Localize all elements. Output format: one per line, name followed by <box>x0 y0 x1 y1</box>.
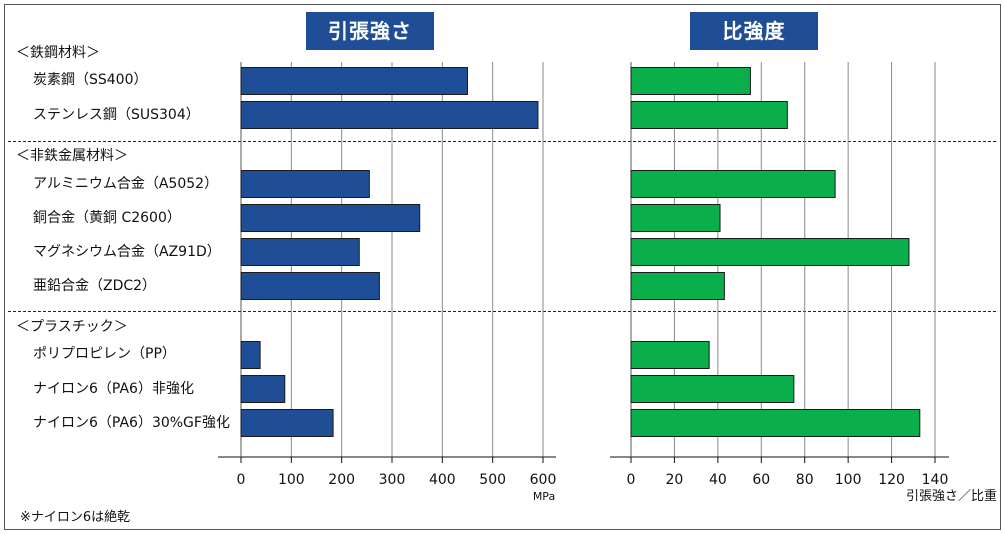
row-label: ナイロン6（PA6）30%GF強化 <box>33 415 230 431</box>
axis-unit-label: MPa <box>533 490 555 503</box>
bar <box>630 170 836 198</box>
bar <box>240 409 334 437</box>
group-divider <box>8 141 996 142</box>
bar <box>630 341 710 369</box>
tick-label: 100 <box>278 472 305 488</box>
row-label: アルミニウム合金（A5052） <box>33 176 219 192</box>
specific-strength-title: 比強度 <box>690 12 818 50</box>
tick-label: 300 <box>379 472 406 488</box>
group-label-plastic: ＜プラスチック＞ <box>16 319 128 335</box>
row-label: 亜鉛合金（ZDC2） <box>33 278 157 294</box>
tick-label: 20 <box>666 472 684 488</box>
chart-frame <box>4 4 1001 530</box>
tick-label: 500 <box>479 472 506 488</box>
bar <box>630 67 751 95</box>
tick-label: 100 <box>835 472 862 488</box>
bar <box>240 170 370 198</box>
row-label: ポリプロピレン（PP） <box>33 346 176 362</box>
tick-label: 80 <box>796 472 814 488</box>
group-label-steel: ＜鉄鋼材料＞ <box>16 45 100 61</box>
axis-unit-label: 引張強さ／比重 <box>906 488 997 504</box>
bar <box>630 409 921 437</box>
row-label: ナイロン6（PA6）非強化 <box>33 381 194 397</box>
tick-label: 60 <box>752 472 770 488</box>
bar <box>630 101 788 129</box>
row-label: マグネシウム合金（AZ91D） <box>33 244 221 260</box>
tick-label: 140 <box>922 472 949 488</box>
bar <box>240 272 380 300</box>
row-label: ステンレス鋼（SUS304） <box>33 107 200 123</box>
footnote: ※ナイロン6は絶乾 <box>20 510 131 525</box>
group-label-nonferrous: ＜非鉄金属材料＞ <box>16 148 128 164</box>
tick-label: 0 <box>627 472 636 488</box>
bar <box>240 341 261 369</box>
row-label: 銅合金（黄銅 C2600） <box>33 210 181 226</box>
row-label: 炭素鋼（SS400） <box>33 72 148 88</box>
bar <box>240 101 539 129</box>
tick-label: 120 <box>878 472 905 488</box>
bar <box>630 238 910 266</box>
tick-label: 600 <box>530 472 557 488</box>
bar <box>630 375 795 403</box>
tensile-strength-title: 引張強さ <box>306 12 434 50</box>
tick-label: 40 <box>709 472 727 488</box>
tick-label: 200 <box>328 472 355 488</box>
bar <box>240 375 286 403</box>
bar <box>240 67 468 95</box>
bar <box>240 204 421 232</box>
tick-label: 0 <box>237 472 246 488</box>
tick-label: 400 <box>429 472 456 488</box>
bar <box>630 272 725 300</box>
bar <box>630 204 721 232</box>
bar <box>240 238 360 266</box>
group-divider <box>8 311 996 312</box>
